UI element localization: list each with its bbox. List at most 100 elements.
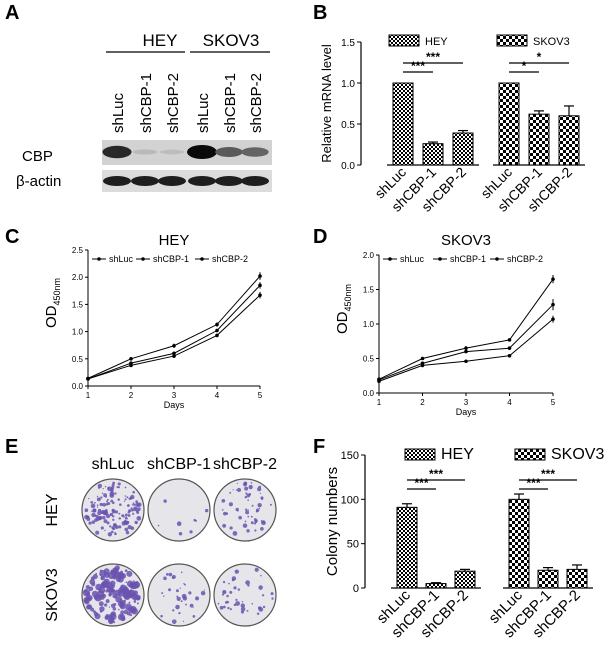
bar bbox=[566, 568, 588, 589]
y-tick-label: 1.0 bbox=[72, 328, 84, 337]
bar bbox=[537, 569, 559, 589]
colony bbox=[110, 488, 114, 492]
colony bbox=[100, 511, 104, 515]
legend-label: shLuc bbox=[400, 254, 425, 264]
legend-label: shCBP-1 bbox=[153, 254, 189, 264]
colony bbox=[124, 519, 126, 522]
lane-label: shCBP-1 bbox=[222, 73, 239, 133]
colony bbox=[120, 598, 123, 601]
colony bbox=[232, 489, 234, 491]
colony bbox=[97, 511, 102, 516]
colony bbox=[98, 498, 101, 500]
colony bbox=[204, 508, 209, 513]
colony bbox=[271, 597, 274, 600]
x-tick-label: 5 bbox=[258, 391, 263, 400]
data-point bbox=[551, 302, 555, 307]
colony bbox=[221, 508, 224, 511]
colony bbox=[222, 523, 227, 528]
colony bbox=[240, 603, 245, 608]
y-tick-label: 1.0 bbox=[363, 320, 375, 329]
colony bbox=[121, 521, 127, 526]
colony bbox=[269, 503, 272, 506]
x-tick-label: 5 bbox=[551, 398, 556, 407]
colony bbox=[105, 502, 109, 506]
colony bbox=[195, 596, 200, 601]
data-point bbox=[551, 277, 555, 281]
lane-label: shLuc bbox=[195, 92, 212, 133]
colony bbox=[131, 592, 133, 594]
colony bbox=[229, 526, 233, 530]
colony bbox=[99, 573, 102, 576]
colony bbox=[123, 515, 125, 518]
row-label-actin: β-actin bbox=[16, 173, 61, 190]
y-tick-label: 100 bbox=[341, 494, 359, 506]
colony bbox=[260, 574, 262, 577]
y-tick-label: 0.5 bbox=[341, 120, 355, 131]
colony bbox=[111, 508, 115, 512]
colony bbox=[248, 484, 253, 490]
significance-marker: * bbox=[537, 50, 542, 64]
data-point bbox=[507, 353, 512, 358]
lane-label: shCBP-2 bbox=[165, 73, 182, 133]
x-tick-label: 4 bbox=[215, 391, 220, 400]
legend-label: shCBP-2 bbox=[212, 254, 248, 264]
colony bbox=[244, 486, 249, 491]
panel-b-label: B bbox=[313, 2, 328, 24]
colony bbox=[136, 511, 140, 514]
y-axis-label-sub: 450nm bbox=[52, 278, 62, 306]
plate-column-label: shCBP-1 bbox=[147, 456, 211, 473]
colony bbox=[103, 572, 110, 578]
y-tick-label: 0.0 bbox=[341, 161, 355, 172]
colony bbox=[97, 483, 103, 489]
colony bbox=[226, 594, 229, 598]
y-tick-label: 0.5 bbox=[363, 355, 375, 364]
colony bbox=[192, 606, 194, 608]
colony bbox=[235, 598, 238, 601]
colony bbox=[114, 572, 117, 575]
colony bbox=[131, 508, 134, 512]
colony bbox=[112, 501, 115, 505]
colony bbox=[136, 516, 142, 521]
colony bbox=[85, 585, 90, 590]
colony bbox=[128, 601, 131, 604]
colony bbox=[257, 502, 262, 508]
legend-label: shCBP-1 bbox=[450, 254, 486, 264]
colony bbox=[128, 509, 132, 513]
y-tick-label: 1.0 bbox=[341, 79, 355, 90]
colony bbox=[116, 486, 119, 489]
colony bbox=[99, 502, 103, 507]
colony bbox=[176, 596, 181, 601]
colony bbox=[116, 567, 119, 570]
significance-marker: *** bbox=[526, 476, 540, 490]
colony bbox=[133, 600, 137, 603]
colony bbox=[229, 608, 232, 611]
bar bbox=[396, 506, 418, 589]
colony bbox=[160, 614, 163, 618]
colony bbox=[96, 516, 101, 521]
actin-band bbox=[131, 176, 159, 186]
data-point bbox=[551, 317, 555, 321]
colony bbox=[111, 526, 115, 530]
chart-title: SKOV3 bbox=[441, 232, 491, 249]
colony bbox=[189, 603, 194, 608]
legend-marker bbox=[200, 257, 204, 261]
colony bbox=[123, 609, 129, 615]
y-tick-label: 50 bbox=[347, 539, 359, 551]
colony bbox=[102, 487, 104, 490]
colony bbox=[258, 607, 264, 612]
colony bbox=[180, 600, 183, 603]
actin-band bbox=[103, 176, 131, 186]
colony bbox=[229, 491, 232, 494]
colony bbox=[246, 609, 249, 612]
blot-group-skov3: SKOV3 bbox=[203, 31, 260, 50]
data-point bbox=[215, 322, 219, 327]
colony bbox=[163, 595, 165, 597]
data-point bbox=[129, 357, 133, 361]
legend-label: shCBP-2 bbox=[507, 254, 543, 264]
colony bbox=[126, 589, 133, 596]
colony bbox=[171, 619, 177, 624]
colony bbox=[165, 573, 169, 576]
colony bbox=[231, 578, 235, 582]
actin-band bbox=[158, 176, 186, 186]
colony bbox=[133, 580, 135, 582]
